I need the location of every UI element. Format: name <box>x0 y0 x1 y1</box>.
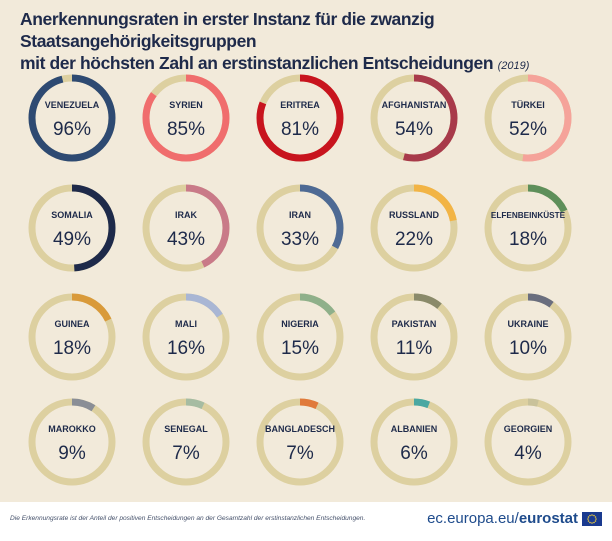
country-label: SENEGAL <box>164 424 208 434</box>
country-label: PAKISTAN <box>392 319 437 329</box>
donut-track <box>142 398 230 486</box>
donut-value-arc <box>484 74 572 162</box>
country-label: MAROKKO <box>48 424 96 434</box>
value-label: 96% <box>53 119 91 140</box>
donut-guinea: GUINEA 18% <box>28 293 116 381</box>
donut-value-arc <box>28 398 116 486</box>
value-label: 16% <box>167 338 205 359</box>
donut-track <box>370 293 458 381</box>
chart-title: Anerkennungsraten in erster Instanz für … <box>20 8 600 77</box>
donut-value-arc <box>484 293 572 381</box>
brand-site: ec.europa.eu/ <box>427 510 519 527</box>
eu-flag-icon <box>582 511 602 526</box>
donut-iran: IRAN 33% <box>256 184 344 272</box>
donut-nigeria: NIGERIA 15% <box>256 293 344 381</box>
value-label: 33% <box>281 229 319 250</box>
donut-value-arc <box>142 74 230 162</box>
donut-georgien: GEORGIEN 4% <box>484 398 572 486</box>
donut-value-arc <box>142 398 230 486</box>
donut-value-arc <box>256 74 344 162</box>
country-label: SYRIEN <box>169 100 203 110</box>
donut-venezuela: VENEZUELA 96% <box>28 74 116 162</box>
value-label: 49% <box>53 229 91 250</box>
title-year: (2019) <box>497 60 530 72</box>
country-label: UKRAINE <box>507 319 548 329</box>
value-label: 52% <box>509 119 547 140</box>
value-label: 43% <box>167 229 205 250</box>
value-label: 54% <box>395 119 433 140</box>
donut-syrien: SYRIEN 85% <box>142 74 230 162</box>
donut-value-arc <box>484 398 572 486</box>
value-label: 15% <box>281 338 319 359</box>
value-label: 18% <box>53 338 91 359</box>
donut-marokko: MAROKKO 9% <box>28 398 116 486</box>
value-label: 9% <box>58 443 86 464</box>
donut-value-arc <box>370 293 458 381</box>
eurostat-brand[interactable]: ec.europa.eu/eurostat <box>427 510 602 527</box>
country-label: VENEZUELA <box>45 100 100 110</box>
donut-track <box>484 398 572 486</box>
donut-mali: MALI 16% <box>142 293 230 381</box>
value-label: 18% <box>509 229 547 250</box>
donut-track <box>28 398 116 486</box>
country-label: ELFENBEINKÜSTE <box>491 210 566 220</box>
country-label: AFGHANISTAN <box>382 100 447 110</box>
value-label: 4% <box>514 443 542 464</box>
donut-albanien: ALBANIEN 6% <box>370 398 458 486</box>
value-label: 7% <box>286 443 314 464</box>
country-label: IRAN <box>289 210 311 220</box>
value-label: 7% <box>172 443 200 464</box>
country-label: ALBANIEN <box>391 424 438 434</box>
donut-value-arc <box>28 293 116 381</box>
donut-value-arc <box>370 74 458 162</box>
donut-türkei: TÜRKEI 52% <box>484 74 572 162</box>
title-line-1: Anerkennungsraten in erster Instanz für … <box>20 9 435 51</box>
value-label: 81% <box>281 119 319 140</box>
country-label: SOMALIA <box>51 210 93 220</box>
donut-value-arc <box>28 184 116 272</box>
donut-chart-grid: VENEZUELA 96% SYRIEN 85% ERITREA 81% AFGHANIST… <box>28 74 572 486</box>
donut-value-arc <box>370 398 458 486</box>
title-line-2: mit der höchsten Zahl an erstinstanzlich… <box>20 52 600 77</box>
value-label: 85% <box>167 119 205 140</box>
donut-somalia: SOMALIA 49% <box>28 184 116 272</box>
brand-name: eurostat <box>518 510 578 527</box>
donut-track <box>256 398 344 486</box>
value-label: 10% <box>509 338 547 359</box>
donut-ukraine: UKRAINE 10% <box>484 293 572 381</box>
value-label: 6% <box>400 443 428 464</box>
donut-irak: IRAK 43% <box>142 184 230 272</box>
donut-value-arc <box>142 184 230 272</box>
donut-bangladesch: BANGLADESCH 7% <box>256 398 344 486</box>
donut-value-arc <box>256 293 344 381</box>
country-label: ERITREA <box>280 100 320 110</box>
country-label: NIGERIA <box>281 319 319 329</box>
donut-value-arc <box>256 184 344 272</box>
donut-eritrea: ERITREA 81% <box>256 74 344 162</box>
donut-russland: RUSSLAND 22% <box>370 184 458 272</box>
donut-value-arc <box>370 184 458 272</box>
donut-elfenbeinküste: ELFENBEINKÜSTE 18% <box>484 184 572 272</box>
country-label: TÜRKEI <box>511 100 545 110</box>
donut-pakistan: PAKISTAN 11% <box>370 293 458 381</box>
donut-track <box>370 398 458 486</box>
donut-afghanistan: AFGHANISTAN 54% <box>370 74 458 162</box>
donut-value-arc <box>142 293 230 381</box>
footnote: Die Erkennungsrate ist der Anteil der po… <box>10 515 366 522</box>
country-label: BANGLADESCH <box>265 424 335 434</box>
title-line-2-text: mit der höchsten Zahl an erstinstanzlich… <box>20 53 494 73</box>
donut-value-arc <box>28 74 116 162</box>
donut-track <box>484 293 572 381</box>
country-label: GUINEA <box>54 319 90 329</box>
country-label: MALI <box>175 319 197 329</box>
donut-senegal: SENEGAL 7% <box>142 398 230 486</box>
donut-value-arc <box>484 184 572 272</box>
footer: Die Erkennungsrate ist der Anteil der po… <box>0 502 612 541</box>
country-label: GEORGIEN <box>504 424 553 434</box>
value-label: 11% <box>396 338 433 359</box>
country-label: RUSSLAND <box>389 210 440 220</box>
country-label: IRAK <box>175 210 197 220</box>
value-label: 22% <box>395 229 433 250</box>
donut-value-arc <box>256 398 344 486</box>
